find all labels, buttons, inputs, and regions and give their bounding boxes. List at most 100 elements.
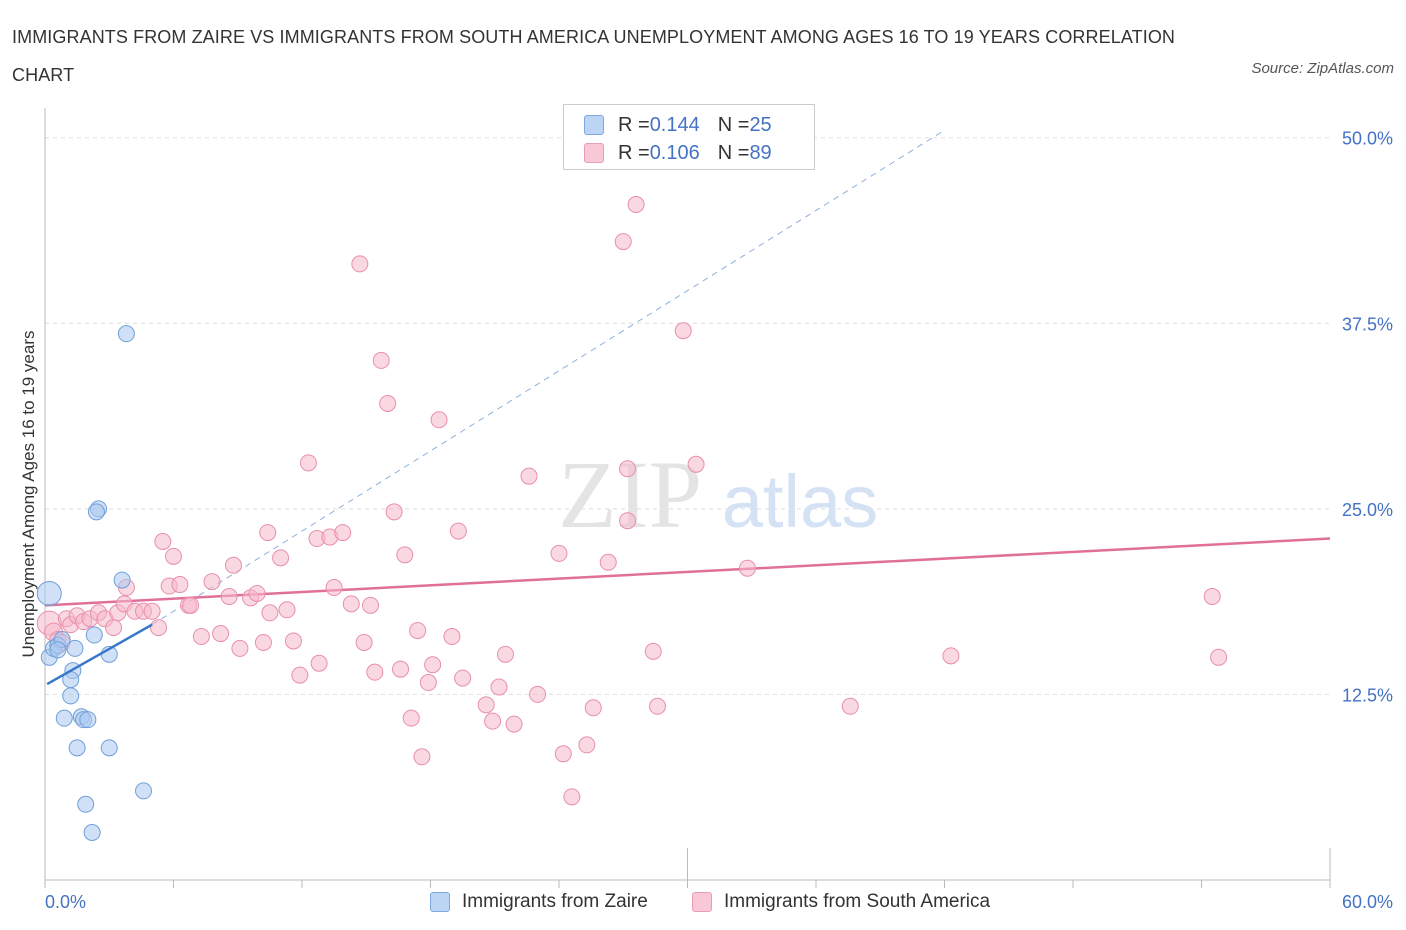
point-south-america-73 — [554, 745, 572, 763]
point-south-america-80 — [619, 512, 637, 530]
legend-n-label: N = — [717, 141, 750, 164]
point-south-america-62 — [443, 628, 461, 646]
series-south-america-points — [36, 196, 1228, 806]
y-tick-labels: 12.5% 25.0% 37.5% 50.0% — [1342, 129, 1393, 706]
point-south-america-30 — [231, 639, 249, 657]
legend-r-value: 0.106 — [649, 141, 700, 164]
point-south-america-11 — [105, 619, 123, 637]
point-south-america-61 — [430, 411, 448, 429]
gridlines — [45, 137, 1330, 695]
point-zaire-22 — [77, 795, 95, 813]
y-tick-label-1: 25.0% — [1342, 500, 1393, 520]
point-south-america-83 — [649, 697, 667, 715]
point-south-america-64 — [454, 669, 472, 687]
point-south-america-59 — [419, 674, 437, 692]
point-south-america-34 — [259, 524, 277, 542]
point-south-america-75 — [578, 736, 596, 754]
point-south-america-35 — [261, 604, 279, 622]
trend-line-zaire — [46, 623, 153, 686]
point-south-america-21 — [165, 547, 182, 565]
point-south-america-86 — [738, 559, 756, 577]
point-zaire-7 — [87, 503, 105, 521]
x-tick-label-0: 0.0% — [45, 892, 86, 912]
point-zaire-8 — [113, 571, 131, 589]
point-south-america-76 — [584, 699, 602, 717]
series-legend-swatch-zaire — [430, 892, 450, 912]
point-south-america-25 — [192, 628, 210, 646]
y-axis-label: Unemployment Among Ages 16 to 19 years — [19, 331, 38, 658]
point-south-america-90 — [1210, 648, 1228, 666]
point-zaire-10 — [66, 639, 84, 657]
point-south-america-70 — [520, 467, 538, 485]
point-south-america-17 — [143, 602, 161, 620]
series-legend-label-zaire: Immigrants from Zaire — [462, 891, 648, 912]
point-south-america-40 — [299, 454, 317, 472]
source-credit: Source: ZipAtlas.com — [1251, 60, 1394, 77]
point-south-america-69 — [505, 715, 523, 733]
point-south-america-18 — [150, 619, 168, 637]
point-south-america-36 — [272, 549, 290, 567]
point-south-america-74 — [563, 788, 581, 806]
point-south-america-85 — [687, 455, 705, 473]
legend-r-label: R = — [618, 113, 650, 136]
point-south-america-29 — [224, 556, 242, 574]
point-south-america-50 — [366, 663, 384, 681]
watermark: ZIP atlas — [558, 441, 878, 548]
point-south-america-39 — [291, 666, 309, 684]
legend-row-zaire: R = 0.144 N = 25 — [584, 112, 772, 138]
point-south-america-27 — [212, 625, 230, 643]
point-zaire-5 — [117, 325, 135, 343]
series-legend-south-america: Immigrants from South America — [692, 888, 990, 916]
point-south-america-26 — [203, 573, 221, 591]
point-south-america-48 — [355, 633, 373, 651]
point-zaire-24 — [49, 641, 67, 659]
point-south-america-38 — [284, 632, 302, 650]
legend-row-south-america: R = 0.106 N = 89 — [584, 140, 772, 166]
point-zaire-15 — [55, 709, 73, 727]
x-tick-label-1: 60.0% — [1342, 892, 1393, 912]
point-south-america-53 — [385, 503, 403, 521]
y-tick-label-0: 12.5% — [1342, 685, 1393, 705]
point-south-america-72 — [550, 544, 568, 562]
point-south-america-44 — [325, 579, 343, 597]
legend-r-value: 0.144 — [649, 113, 700, 136]
point-south-america-45 — [334, 524, 352, 542]
point-south-america-42 — [310, 654, 328, 672]
point-south-america-65 — [477, 696, 495, 714]
legend-n-label: N = — [717, 113, 750, 136]
axes — [44, 108, 1331, 888]
x-tick-labels: 0.0% 60.0% — [45, 892, 1393, 912]
watermark-atlas: atlas — [722, 460, 878, 543]
point-south-america-28 — [220, 587, 238, 605]
trend-line-zaire-extrapolated — [151, 129, 945, 626]
point-south-america-37 — [278, 601, 296, 619]
point-zaire-0 — [36, 580, 62, 606]
series-zaire-points — [36, 325, 153, 841]
point-south-america-77 — [599, 553, 617, 571]
point-south-america-24 — [182, 596, 200, 614]
point-zaire-21 — [135, 782, 153, 800]
point-south-america-33 — [254, 633, 272, 651]
point-south-america-67 — [490, 678, 508, 696]
point-zaire-23 — [83, 823, 101, 841]
point-zaire-18 — [79, 711, 97, 729]
point-south-america-81 — [619, 460, 637, 478]
point-south-america-22 — [171, 576, 189, 594]
point-zaire-20 — [100, 739, 118, 757]
series-legend-zaire: Immigrants from Zaire — [430, 888, 648, 916]
point-south-america-56 — [402, 709, 420, 727]
legend-swatch-south-america — [584, 143, 604, 163]
point-zaire-14 — [62, 687, 80, 705]
point-zaire-9 — [85, 626, 103, 644]
point-south-america-52 — [379, 394, 397, 412]
legend-n-value: 25 — [749, 113, 772, 136]
point-south-america-88 — [942, 647, 960, 665]
y-tick-label-2: 37.5% — [1342, 314, 1393, 334]
point-south-america-51 — [372, 351, 390, 369]
trend-lines — [44, 129, 1331, 626]
series-legend-swatch-south-america — [692, 892, 712, 912]
point-south-america-71 — [529, 685, 547, 703]
point-south-america-68 — [496, 645, 514, 663]
watermark-zip: ZIP — [558, 441, 702, 548]
